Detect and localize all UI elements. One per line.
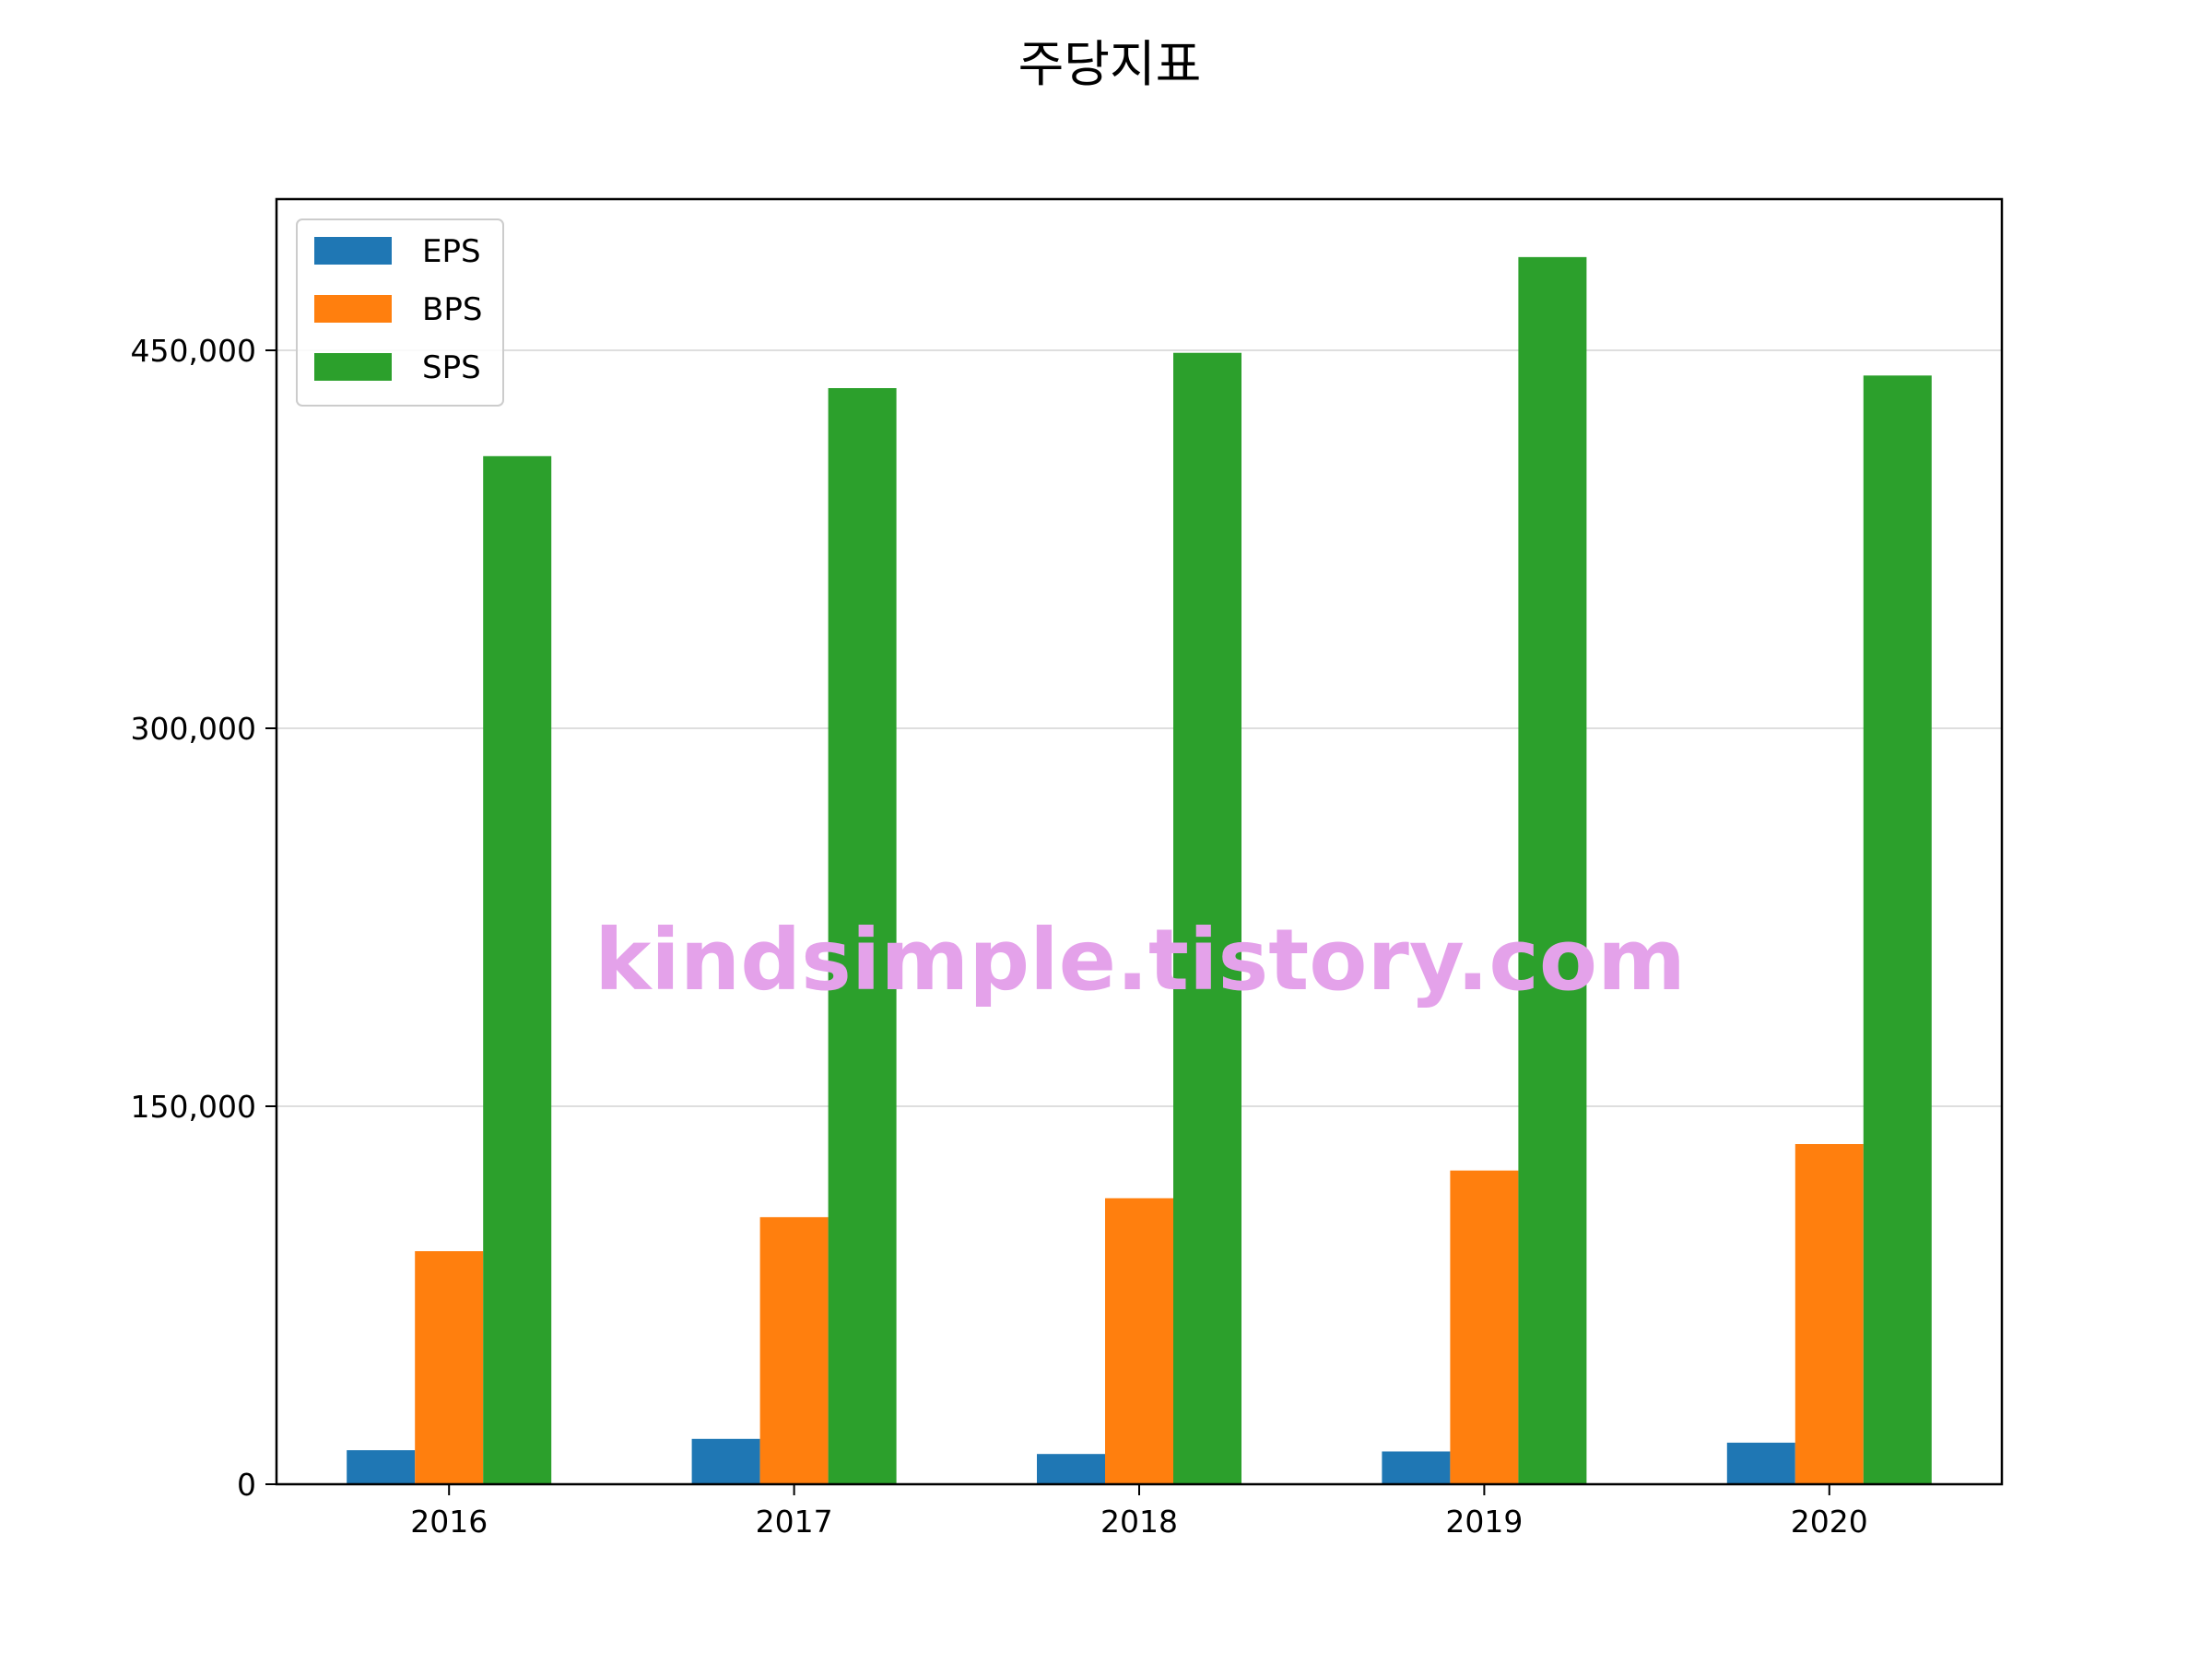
legend-label-sps: SPS [422,349,481,386]
x-axis: 2016 2017 2018 2019 2020 [410,1484,1868,1540]
bar-sps-2017 [828,388,897,1484]
x-tick-label: 2017 [756,1504,833,1540]
y-axis: 0 150,000 300,000 450,000 [131,333,276,1503]
bar-bps-2016 [415,1251,484,1484]
bar-eps-2020 [1726,1442,1795,1484]
x-tick-label: 2020 [1791,1504,1868,1540]
legend-swatch-eps [314,237,392,265]
watermark-text: kindsimple.tistory.com [594,911,1686,1009]
legend-swatch-sps [314,353,392,381]
y-tick-label: 450,000 [131,333,256,369]
x-tick-label: 2019 [1445,1504,1523,1540]
x-tick-label: 2016 [410,1504,488,1540]
bar-eps-2016 [347,1450,416,1484]
legend-label-eps: EPS [422,233,481,270]
y-tick-label: 0 [237,1467,256,1503]
bar-sps-2016 [483,455,552,1484]
bar-bps-2020 [1794,1144,1864,1484]
bars [347,256,1932,1484]
bar-sps-2019 [1518,256,1587,1484]
legend-label-bps: BPS [422,291,482,328]
bar-bps-2017 [759,1217,829,1484]
x-tick-label: 2018 [1100,1504,1178,1540]
y-tick-label: 300,000 [131,711,256,747]
bar-sps-2020 [1863,375,1932,1484]
bar-eps-2018 [1037,1454,1105,1484]
bar-bps-2018 [1105,1198,1173,1484]
grid-lines [276,349,2002,1107]
legend: EPS BPS SPS [296,218,504,407]
bar-bps-2019 [1450,1170,1519,1484]
legend-items: EPS BPS SPS [314,233,482,386]
bar-eps-2017 [691,1438,760,1484]
bar-eps-2019 [1382,1451,1451,1484]
bar-sps-2018 [1173,352,1241,1484]
legend-swatch-bps [314,295,392,323]
chart-title: 주당지표 [1018,35,1202,93]
y-tick-label: 150,000 [131,1089,256,1125]
